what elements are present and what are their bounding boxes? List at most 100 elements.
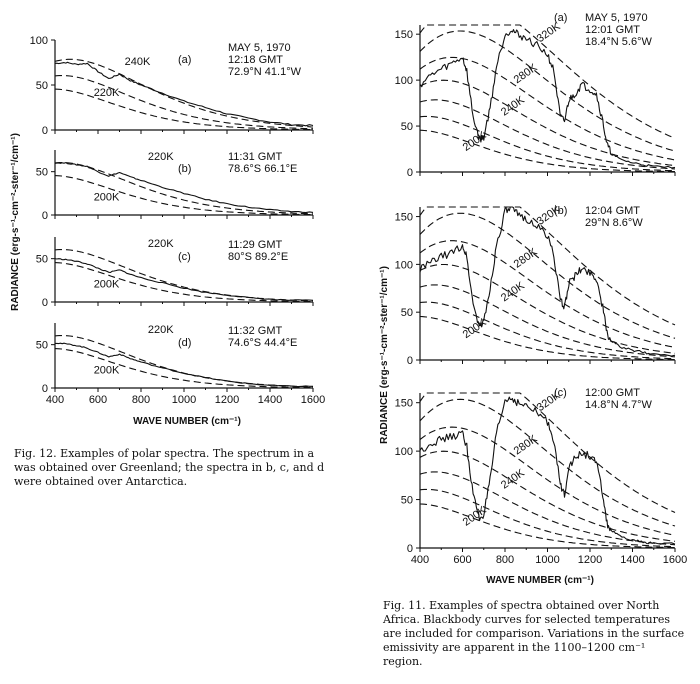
blackbody-curve-280k bbox=[419, 426, 676, 536]
x-tick-label: 1200 bbox=[578, 554, 602, 566]
x-tick-label: 1000 bbox=[172, 394, 196, 406]
blackbody-curve-200k bbox=[54, 88, 314, 131]
y-tick-label: 150 bbox=[395, 212, 413, 224]
panel-info-line: 78.6°S 66.1°E bbox=[228, 163, 297, 175]
panel-letter: (c) bbox=[554, 387, 567, 399]
blackbody-curve-200k bbox=[54, 175, 313, 216]
y-tick-label: 50 bbox=[401, 307, 413, 319]
panel-letter: (a) bbox=[178, 54, 191, 66]
panel-info-line: 11:31 GMT bbox=[228, 151, 282, 163]
y-tick-label: 50 bbox=[36, 254, 48, 266]
y-tick-label: 50 bbox=[36, 340, 48, 352]
panel-letter: (b) bbox=[178, 163, 191, 175]
spectrum-line bbox=[419, 206, 676, 357]
x-tick-label: 1600 bbox=[301, 394, 325, 406]
y-tick-label: 0 bbox=[42, 210, 48, 222]
axis-frame bbox=[419, 207, 675, 361]
x-tick-label: 800 bbox=[496, 554, 514, 566]
blackbody-curve-200k bbox=[419, 503, 675, 549]
blackbody-curve-240k bbox=[419, 471, 676, 546]
fig12-caption: Fig. 12. Examples of polar spectra. The … bbox=[14, 447, 325, 488]
y-tick-label: 0 bbox=[407, 167, 413, 179]
blackbody-curve-300k bbox=[419, 30, 676, 152]
blackbody-curve-220k bbox=[54, 74, 313, 130]
panel-info-line: 74.6°S 44.4°E bbox=[228, 337, 297, 349]
fig11-caption: Fig. 11. Examples of spectra obtained ov… bbox=[383, 599, 685, 668]
y-tick-label: 50 bbox=[401, 121, 413, 133]
panel-info-line: 80°S 89.2°E bbox=[228, 251, 288, 263]
panel-info-line: 12:04 GMT bbox=[585, 205, 640, 217]
curve-label-200k: 200K bbox=[94, 365, 120, 377]
panel-letter: (a) bbox=[554, 12, 567, 24]
panel-info-line: 11:29 GMT bbox=[228, 239, 282, 251]
x-tick-label: 1400 bbox=[258, 394, 282, 406]
y-tick-label: 100 bbox=[395, 75, 413, 87]
blackbody-curve-200k bbox=[419, 315, 675, 361]
panel-info-line: 72.9°N 41.1°W bbox=[228, 66, 302, 78]
curve-label-200k: 200K bbox=[94, 279, 120, 291]
blackbody-curve-220k bbox=[419, 301, 676, 360]
chart-panel-fig12-4: 0 50 400 600 800 1000 1200 1400 1600 220K 200K (d) 1… bbox=[36, 323, 325, 406]
curve-label-220k: 220K bbox=[148, 151, 174, 163]
y-tick-label: 150 bbox=[395, 398, 413, 410]
blackbody-curve-280k bbox=[419, 240, 676, 349]
curve-label-220k: 220K bbox=[148, 324, 174, 336]
blackbody-curve-300k bbox=[419, 398, 676, 527]
blackbody-curve-200k bbox=[54, 348, 313, 389]
y-tick-label: 100 bbox=[395, 259, 413, 271]
fig12-xlabel: WAVE NUMBER (cm⁻¹) bbox=[133, 416, 241, 427]
x-tick-label: 600 bbox=[453, 554, 471, 566]
blackbody-curve-220k bbox=[54, 161, 314, 215]
x-tick-label: 1000 bbox=[535, 554, 559, 566]
spectrum-line bbox=[54, 258, 314, 301]
panel-info-line: 12:00 GMT bbox=[585, 387, 640, 399]
panel-info-line: 18.4°N 5.6°W bbox=[585, 36, 652, 48]
spectrum-line bbox=[419, 29, 676, 169]
y-tick-label: 100 bbox=[30, 35, 48, 47]
blackbody-curve-220k bbox=[419, 488, 676, 548]
panel-info-line: 14.8°N 4.7°W bbox=[585, 399, 652, 411]
x-tick-label: 400 bbox=[411, 554, 429, 566]
panel-info-line: MAY 5, 1970 bbox=[228, 42, 291, 54]
curve-label-240k: 240K bbox=[125, 56, 151, 68]
panel-info-line: 12:18 GMT bbox=[228, 54, 283, 66]
blackbody-curve-200k bbox=[54, 262, 313, 303]
blackbody-curve-320k bbox=[419, 206, 676, 326]
y-tick-label: 50 bbox=[401, 495, 413, 507]
y-tick-label: 0 bbox=[42, 125, 48, 137]
x-tick-label: 1200 bbox=[215, 394, 239, 406]
panel-info-line: 29°N 8.6°W bbox=[585, 217, 643, 229]
curve-label-220k: 220K bbox=[94, 87, 120, 99]
curve-label-280k: 280K bbox=[512, 61, 540, 86]
blackbody-curve-240k bbox=[419, 284, 676, 358]
fig12-ylabel: RADIANCE (erg-s⁻¹-cm⁻²-ster⁻¹/cm⁻¹) bbox=[10, 133, 21, 311]
curve-label-220k: 220K bbox=[148, 238, 174, 250]
blackbody-curve-320k bbox=[419, 392, 676, 513]
figures-canvas: RADIANCE (erg-s⁻¹-cm⁻²-ster⁻¹/cm⁻¹) RADI… bbox=[10, 12, 688, 586]
panel-letter: (c) bbox=[178, 251, 191, 263]
spectrum-line bbox=[54, 61, 314, 127]
blackbody-curve-220k bbox=[419, 115, 675, 172]
curve-label-200k: 200K bbox=[94, 192, 120, 204]
blackbody-curve-320k bbox=[419, 24, 676, 139]
y-tick-label: 0 bbox=[407, 355, 413, 367]
curve-label-280k: 280K bbox=[512, 246, 540, 271]
y-tick-label: 150 bbox=[395, 29, 413, 41]
spectrum-line bbox=[55, 342, 313, 388]
blackbody-curve-260k bbox=[419, 450, 676, 542]
panel-letter: (d) bbox=[178, 337, 191, 349]
x-tick-label: 1600 bbox=[663, 554, 687, 566]
curve-label-280k: 280K bbox=[512, 433, 540, 458]
x-tick-label: 400 bbox=[46, 394, 64, 406]
y-tick-label: 0 bbox=[42, 383, 48, 395]
axis-frame bbox=[419, 393, 675, 549]
blackbody-curve-260k bbox=[419, 263, 676, 354]
panel-info-line: 12:01 GMT bbox=[585, 24, 640, 36]
blackbody-curve-200k bbox=[419, 129, 676, 173]
panel-info-line: MAY 5, 1970 bbox=[585, 12, 648, 24]
blackbody-curve-240k bbox=[419, 99, 676, 170]
